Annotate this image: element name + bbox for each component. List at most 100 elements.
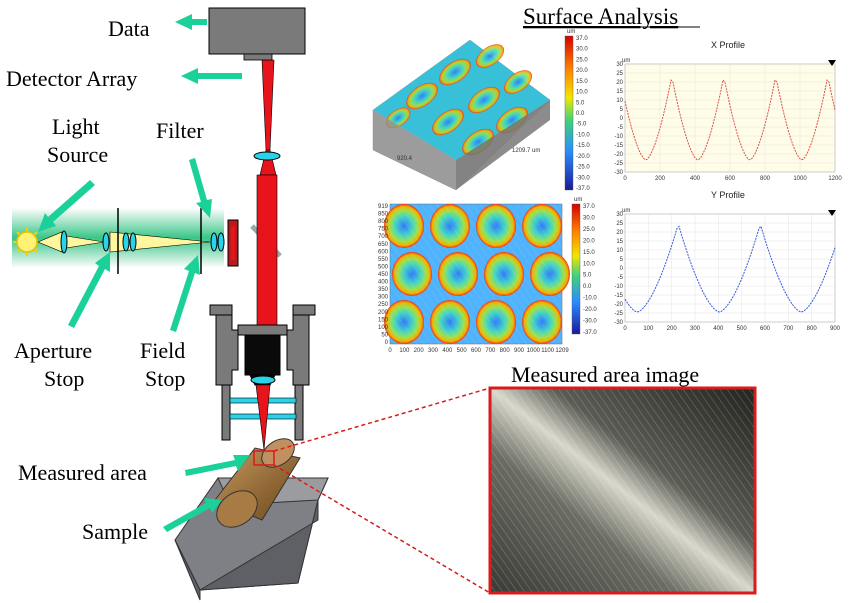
measured-image-title: Measured area image (511, 362, 699, 387)
profile-y-tick-label: 20 (616, 230, 623, 236)
map-y-tick-label: 750 (378, 227, 389, 233)
profile-y-tick-label: -5 (618, 125, 624, 131)
y-profile-unit: um (622, 208, 630, 214)
label-data: Data (108, 16, 150, 41)
map-y-tick-label: 800 (378, 219, 389, 225)
colorbar-tick-label: 30.0 (576, 47, 588, 53)
profile-x-tick-label: 1200 (828, 176, 842, 182)
colorbar-tick-label: 20.0 (576, 68, 588, 74)
colorbar-tick-label: 10.0 (576, 90, 588, 96)
profile-y-tick-label: 25 (616, 221, 623, 227)
profile-x-tick-label: 200 (655, 176, 666, 182)
profile-x-tick-label: 600 (725, 176, 736, 182)
colorbar-tick-label: 10.0 (583, 261, 595, 267)
map-y-tick-label: 700 (378, 234, 389, 240)
map-y-tick-label: 600 (378, 249, 389, 255)
light-source-icon (13, 228, 41, 256)
lens-icon (102, 232, 110, 252)
x-profile-title: X Profile (711, 40, 745, 50)
map-y-tick-label: 300 (378, 295, 389, 301)
zoom-line-top (273, 387, 491, 452)
colorbar-tick-label: 25.0 (576, 57, 588, 63)
colorbar-tick-label: 15.0 (583, 250, 595, 256)
profile-y-tick-label: -30 (614, 170, 623, 176)
arrow-icon (170, 255, 200, 332)
sample-cylinder (214, 438, 301, 528)
colorbar-tick-label: -20.0 (576, 154, 590, 160)
map-y-tick-label: 919 (378, 204, 389, 210)
colorbar-tick-label: -37.0 (583, 330, 597, 336)
map-y-tick-label: 500 (378, 264, 389, 270)
lens-icon (210, 232, 218, 252)
colorbar-tick-label: -10.0 (576, 132, 590, 138)
arrow-icon (68, 252, 110, 328)
measured-area-image (488, 386, 757, 595)
plot3d-colorbar-ticks: 37.0 30.0 25.0 20.0 15.0 10.0 5.0 0.0 -5.0 -10.0 -… (576, 36, 590, 192)
map-y-tick-label: 400 (378, 280, 389, 286)
map-y-tick-label: 850 (378, 212, 389, 218)
profile-x-tick-label: 900 (830, 326, 841, 332)
map-y-tick-label: 200 (378, 310, 389, 316)
map-x-tick-label: 700 (485, 348, 496, 354)
label-detector-array: Detector Array (6, 66, 137, 91)
map-x-tick-label: 600 (471, 348, 482, 354)
map-x-tick-label: 300 (428, 348, 439, 354)
profile-y-tick-label: 10 (616, 248, 623, 254)
collector-lens-icon (60, 230, 68, 254)
colorbar-tick-label: -5.0 (576, 122, 587, 128)
x-profile-unit: um (622, 58, 630, 64)
profile-y-tick-label: 10 (616, 98, 623, 104)
surface-2d-map (384, 203, 570, 345)
profile-y-tick-label: 25 (616, 71, 623, 77)
arrow-icon (185, 455, 250, 476)
colorbar-tick-label: -20.0 (583, 307, 597, 313)
profile-x-tick-label: 600 (760, 326, 771, 332)
pointer-arrows (38, 14, 250, 532)
map2d-colorbar-ticks: 37.0 30.0 25.0 20.0 15.0 10.0 5.0 0.0 -10.0 -20.0… (583, 204, 597, 336)
profile-x-tick-label: 200 (667, 326, 678, 332)
tube-lens-icon (253, 151, 281, 161)
map2d-x-ticks: 0 100 200 300 400 500 600 700 800 900 1000 1100 1209 (388, 348, 569, 354)
profile-y-tick-label: -5 (618, 275, 624, 281)
profile-y-tick-label: 5 (620, 107, 624, 113)
surface-3d-plot: 920.4 1209.7 um (372, 39, 551, 191)
colorbar-tick-label: -10.0 (583, 296, 597, 302)
map-y-tick-label: 350 (378, 287, 389, 293)
map-y-tick-label: 0 (385, 340, 389, 346)
profile-x-tick-label: 400 (713, 326, 724, 332)
profile-y-tick-label: 15 (616, 239, 623, 245)
map-x-tick-label: 800 (500, 348, 511, 354)
lens-icon (217, 232, 225, 252)
profile-y-tick-label: 5 (620, 257, 624, 263)
colorbar-tick-label: 5.0 (583, 273, 592, 279)
profile-y-tick-label: -10 (614, 284, 623, 290)
map-y-tick-label: 150 (378, 317, 389, 323)
map-x-tick-label: 200 (414, 348, 425, 354)
profile-x-tick-label: 500 (737, 326, 748, 332)
profile-y-tick-label: -25 (614, 311, 623, 317)
label-light-source: Source (47, 142, 108, 167)
detector-array-icon (243, 53, 273, 61)
colorbar-tick-label: 37.0 (576, 36, 588, 42)
map-y-tick-label: 250 (378, 302, 389, 308)
arrow-icon (189, 158, 212, 218)
arrow-icon (163, 498, 222, 532)
profile-x-tick-label: 0 (623, 326, 627, 332)
map2d-colorbar (571, 203, 581, 335)
colorbar-tick-label: -30.0 (576, 175, 590, 181)
label-aperture-stop: Aperture (14, 338, 92, 363)
arrow-icon (181, 68, 242, 84)
map-y-tick-label: 650 (378, 242, 389, 248)
label-field-stop: Field (140, 338, 185, 363)
map-y-tick-label: 550 (378, 257, 389, 263)
filter-inner (231, 226, 235, 260)
colorbar-tick-label: 30.0 (583, 215, 595, 221)
map-x-tick-label: 500 (457, 348, 468, 354)
map2d-unit: um (574, 197, 582, 203)
profile-y-tick-label: 30 (616, 62, 623, 68)
y-profile-title: Y Profile (711, 190, 745, 200)
map-x-tick-label: 0 (388, 348, 392, 354)
